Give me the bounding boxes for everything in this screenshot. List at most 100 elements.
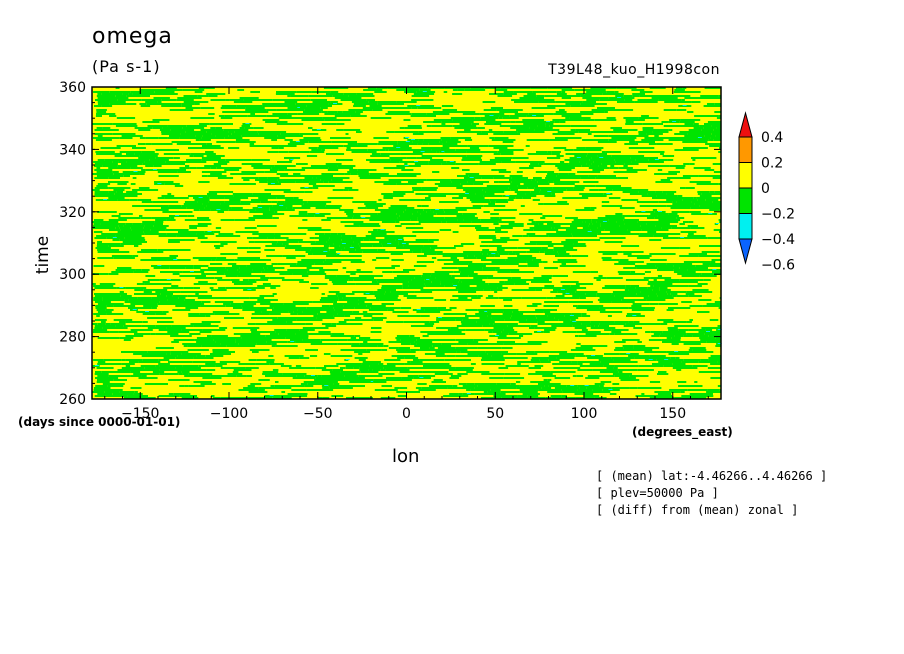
y-tick-label: 300 xyxy=(59,267,86,283)
field-negative-patch xyxy=(609,167,619,169)
field-negative-patch xyxy=(212,349,229,351)
field-negative-patch xyxy=(353,367,360,369)
field-negative-patch xyxy=(276,203,304,205)
field-negative-patch xyxy=(152,119,170,121)
field-negative-patch xyxy=(622,191,639,193)
field-negative-patch xyxy=(227,263,237,265)
field-negative-patch xyxy=(709,191,715,193)
field-negative-patch xyxy=(544,95,559,97)
field-negative-patch xyxy=(473,183,484,185)
field-negative-patch xyxy=(134,391,138,393)
field-negative-patch xyxy=(482,325,498,327)
field-negative-patch xyxy=(354,357,368,359)
field-negative-patch xyxy=(664,101,676,103)
field-negative-patch xyxy=(716,207,721,209)
field-negative-patch xyxy=(304,375,308,377)
field-negative-patch xyxy=(110,323,126,325)
field-negative-patch xyxy=(134,153,159,155)
field-negative-patch xyxy=(376,279,399,281)
field-negative-patch xyxy=(283,303,309,305)
field-negative-patch xyxy=(298,213,308,215)
field-negative-patch xyxy=(190,117,215,119)
field-negative-patch xyxy=(672,201,676,203)
field-negative-patch xyxy=(264,171,278,173)
field-negative-patch xyxy=(281,391,286,393)
field-negative-patch xyxy=(136,283,145,285)
field-negative-patch xyxy=(449,377,459,379)
field-negative-patch xyxy=(455,149,481,151)
field-negative-patch xyxy=(232,327,246,329)
field-negative-patch xyxy=(412,133,424,135)
field-negative-patch xyxy=(315,241,327,243)
field-negative-patch xyxy=(285,337,309,339)
field-negative-patch xyxy=(666,263,693,265)
field-negative-patch xyxy=(517,247,542,249)
field-negative-patch xyxy=(152,371,165,373)
field-negative-patch xyxy=(566,189,584,191)
field-negative-patch xyxy=(682,197,694,199)
field-negative-patch xyxy=(315,377,338,379)
field-negative-patch xyxy=(503,329,515,331)
field-negative-patch xyxy=(310,287,319,289)
field-negative-patch xyxy=(435,355,447,357)
field-negative-patch xyxy=(350,115,367,117)
field-negative-patch xyxy=(197,201,209,203)
field-negative-patch xyxy=(442,255,468,257)
field-negative-patch xyxy=(250,91,260,93)
field-negative-patch xyxy=(343,129,361,131)
field-negative-patch xyxy=(536,317,555,319)
field-negative-patch xyxy=(179,271,183,273)
field-negative-patch xyxy=(650,259,667,261)
field-negative-patch xyxy=(532,303,542,305)
field-negative-patch xyxy=(466,155,483,157)
field-negative-patch xyxy=(188,195,208,197)
field-negative-patch xyxy=(235,141,256,143)
field-negative-patch xyxy=(642,123,663,125)
field-negative-patch xyxy=(575,283,594,285)
field-negative-patch xyxy=(109,229,121,231)
field-negative-patch xyxy=(312,301,334,303)
field-negative-patch xyxy=(95,377,119,379)
field-negative-patch xyxy=(392,307,401,309)
field-negative-patch xyxy=(417,219,435,221)
field-negative-patch xyxy=(482,267,500,269)
field-negative-patch xyxy=(608,139,635,141)
field-negative-patch xyxy=(199,313,215,315)
field-negative-patch xyxy=(307,383,334,385)
field-negative-patch xyxy=(467,343,487,345)
field-negative-patch xyxy=(644,271,651,273)
field-negative-patch xyxy=(202,135,216,137)
field-negative-patch xyxy=(679,267,705,269)
field-negative-patch xyxy=(682,87,687,89)
field-negative-patch xyxy=(604,329,612,331)
field-negative-patch xyxy=(543,379,548,381)
field-negative-patch xyxy=(429,131,442,133)
field-negative-patch xyxy=(423,121,441,123)
field-negative-patch xyxy=(343,93,357,95)
field-negative-patch xyxy=(393,145,409,147)
field-negative-patch xyxy=(125,159,130,161)
field-negative-patch xyxy=(701,193,721,195)
field-negative-patch xyxy=(328,239,342,241)
field-negative-patch xyxy=(640,291,667,293)
field-negative-patch xyxy=(477,309,497,311)
field-negative-patch xyxy=(447,179,451,181)
field-negative-patch xyxy=(195,293,199,295)
field-negative-patch xyxy=(473,339,488,341)
field-negative-patch xyxy=(553,147,567,149)
field-negative-patch xyxy=(130,227,144,229)
field-negative-patch xyxy=(339,385,365,387)
field-negative-patch xyxy=(398,279,412,281)
field-negative-patch xyxy=(121,363,135,365)
field-strong-negative-patch xyxy=(576,157,581,158)
field-negative-patch xyxy=(659,335,675,337)
field-negative-patch xyxy=(93,223,101,225)
field-negative-patch xyxy=(504,357,528,359)
field-negative-patch xyxy=(476,257,487,259)
field-negative-patch xyxy=(533,277,552,279)
field-negative-patch xyxy=(657,269,674,271)
field-negative-patch xyxy=(465,173,480,175)
field-negative-patch xyxy=(96,185,108,187)
field-negative-patch xyxy=(316,317,335,319)
field-negative-patch xyxy=(96,171,113,173)
